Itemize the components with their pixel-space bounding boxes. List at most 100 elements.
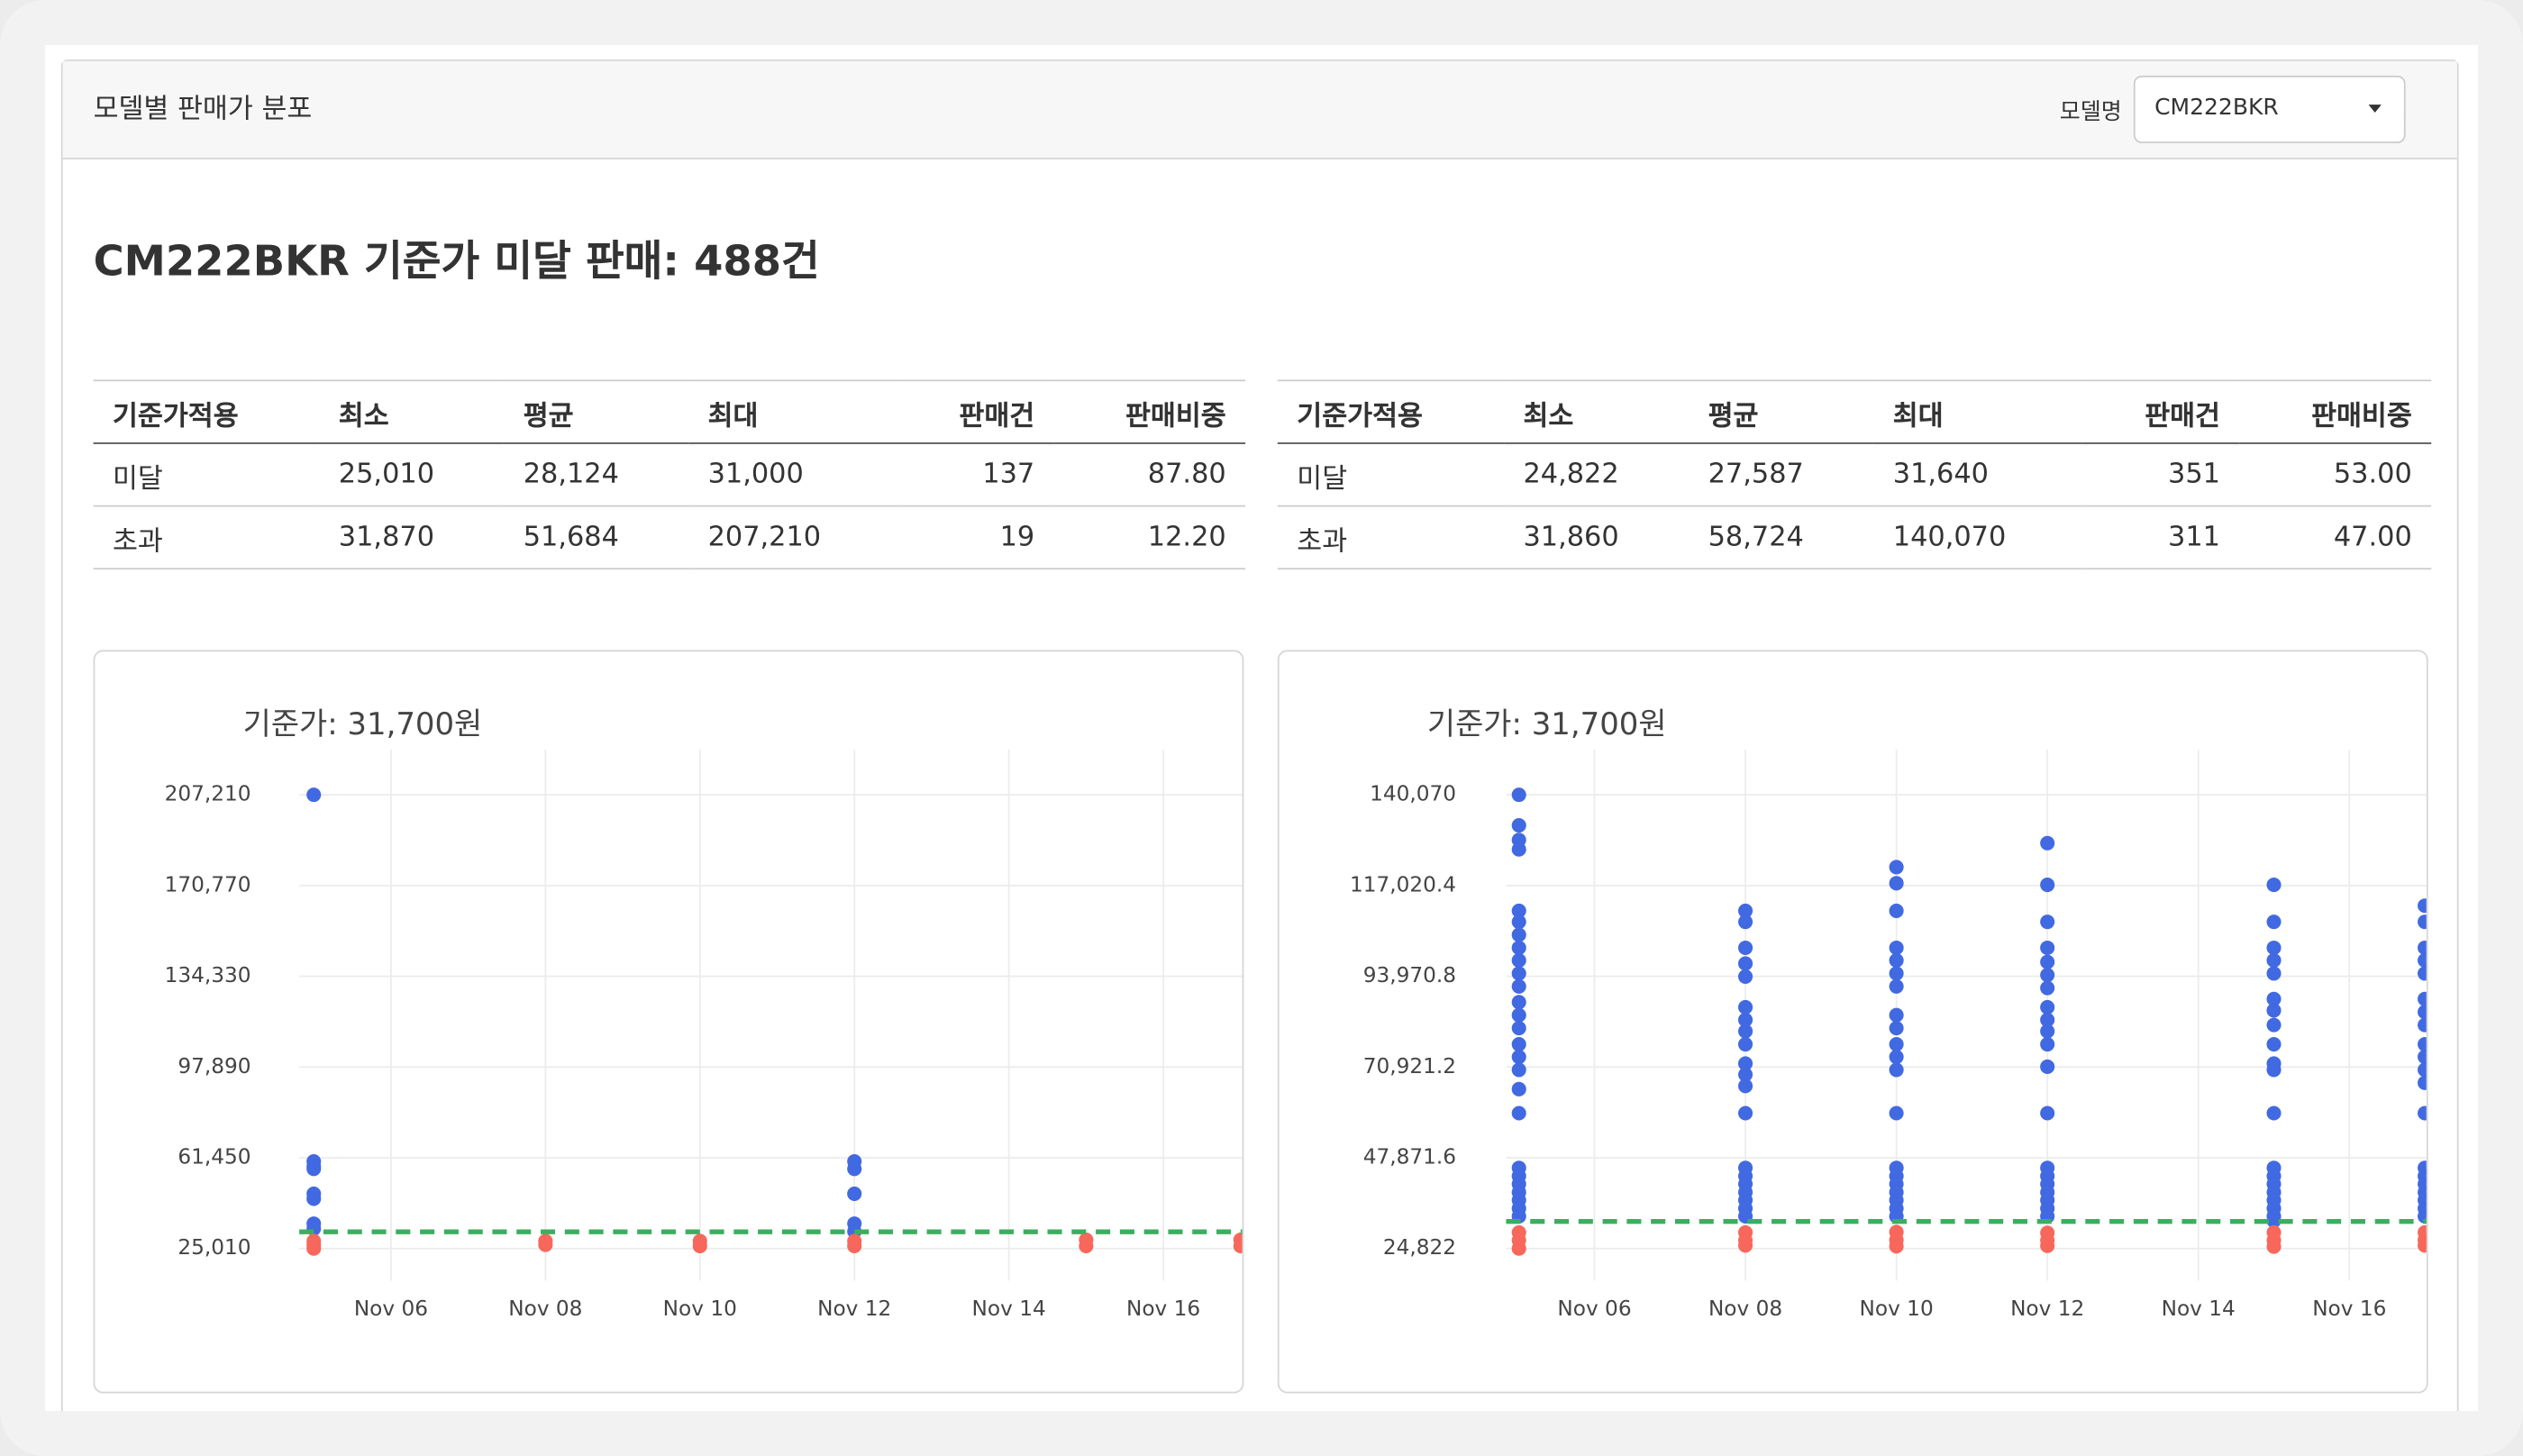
- table-cell: 24,822: [1504, 442, 1690, 507]
- chart-title: 기준가: 31,700원: [243, 706, 483, 742]
- chart: 기준가: 31,700원 Nov 06 Nov 08 Nov 10 Nov 12 Nov …: [165, 706, 1243, 1321]
- x-tick-label: Nov 06: [1557, 1297, 1631, 1321]
- table-cell: 31,870: [319, 505, 505, 570]
- point: [1511, 995, 1526, 1010]
- y-tick-label: 70,921.2: [1363, 1054, 1456, 1078]
- x-tick-label: Nov 08: [508, 1297, 582, 1321]
- point: [1889, 1224, 1904, 1240]
- point: [1511, 1224, 1526, 1240]
- point: [1511, 1062, 1526, 1078]
- point: [2266, 1106, 2282, 1121]
- point: [1889, 1036, 1904, 1052]
- table-cell: 19: [897, 505, 1054, 570]
- point: [1738, 1024, 1753, 1039]
- point: [2266, 991, 2282, 1006]
- card-header: 모델별 판매가 분포 모델명 CM222BKR: [62, 60, 2457, 159]
- y-tick-label: 117,020.4: [1350, 872, 1456, 896]
- point: [1889, 1062, 1904, 1078]
- point: [1738, 999, 1753, 1015]
- point: [2266, 952, 2282, 969]
- point: [1233, 1233, 1243, 1248]
- point: [1889, 1106, 1904, 1121]
- point: [2040, 1059, 2055, 1074]
- point: [847, 1233, 862, 1249]
- table-cell: 53.00: [2239, 442, 2432, 507]
- table-cell: 31,640: [1873, 442, 2083, 507]
- point: [1889, 940, 1904, 956]
- point: [2418, 952, 2427, 968]
- point: [1738, 1106, 1753, 1121]
- point: [1511, 1021, 1526, 1036]
- column-header: 판매건: [897, 379, 1054, 444]
- table-row: 미달 25,010 28,124 31,000 137 87.80: [93, 442, 1246, 507]
- column-header: 평균: [504, 379, 689, 444]
- x-tick-label: Nov 06: [354, 1297, 428, 1321]
- point: [1511, 818, 1526, 833]
- point: [2418, 966, 2427, 981]
- point: [2040, 1024, 2055, 1039]
- point: [1889, 1007, 1904, 1023]
- y-tick-label: 140,070: [1370, 782, 1456, 806]
- point: [2040, 1036, 2055, 1052]
- heading: CM222BKR 기준가 미달 판매: 488건: [93, 238, 820, 287]
- chart-card: 기준가: 31,700원 Nov 06 Nov 08 Nov 10 Nov 12 Nov …: [1277, 650, 2428, 1394]
- summary-table: 기준가적용 최소 평균 최대 판매건 판매비중 미달 24,822 27,587 31,640 35…: [1277, 379, 2432, 570]
- point: [306, 1161, 322, 1177]
- y-tick-label: 134,330: [165, 963, 251, 987]
- column-header: 최소: [1504, 379, 1690, 444]
- chart-card: 기준가: 31,700원 Nov 06 Nov 08 Nov 10 Nov 12 Nov …: [93, 650, 1244, 1394]
- x-tick-label: Nov 12: [817, 1297, 891, 1321]
- point: [847, 1161, 862, 1177]
- select-label: 모델명: [2059, 99, 2122, 126]
- chart-title: 기준가: 31,700원: [1427, 706, 1667, 742]
- y-tick-label: 207,210: [165, 782, 251, 806]
- point: [2266, 1224, 2282, 1240]
- point: [2418, 915, 2427, 930]
- point: [2266, 940, 2282, 956]
- point: [2266, 1036, 2282, 1052]
- point: [1889, 978, 1904, 994]
- point: [2040, 835, 2055, 851]
- point: [2040, 954, 2055, 969]
- y-tick-label: 24,822: [1383, 1235, 1456, 1260]
- point: [2418, 1049, 2427, 1065]
- y-tick-label: 25,010: [178, 1235, 250, 1260]
- point: [2040, 1106, 2055, 1121]
- model-select[interactable]: CM222BKR: [2133, 75, 2406, 143]
- table-cell: 25,010: [319, 442, 505, 507]
- table-cell: 31,860: [1504, 505, 1690, 570]
- point: [2418, 1075, 2427, 1090]
- point: [1511, 1007, 1526, 1023]
- card: 모델별 판매가 분포 모델명 CM222BKR CM222BKR 기준가 미달 …: [60, 59, 2459, 1412]
- y-tick-label: 97,890: [178, 1054, 250, 1078]
- point: [2266, 878, 2282, 893]
- point: [1738, 915, 1753, 930]
- table-cell: 미달: [93, 442, 320, 507]
- table-cell: 311: [2082, 505, 2240, 570]
- x-tick-label: Nov 16: [2312, 1297, 2386, 1321]
- point: [1738, 940, 1753, 956]
- column-header: 최소: [319, 379, 505, 444]
- select-caret: [2368, 105, 2382, 113]
- point: [2266, 1062, 2282, 1078]
- point: [1738, 1224, 1753, 1240]
- point: [1511, 903, 1526, 918]
- x-tick-label: Nov 16: [1126, 1297, 1200, 1321]
- column-header: 평균: [1689, 379, 1874, 444]
- column-header: 기준가적용: [93, 379, 320, 444]
- x-tick-label: Nov 12: [2010, 1297, 2084, 1321]
- column-header: 기준가적용: [1277, 379, 1505, 444]
- x-tick-label: Nov 08: [1708, 1297, 1782, 1321]
- summary-table: 기준가적용 최소 평균 최대 판매건 판매비중 미달 25,010 28,124 31,000 13…: [93, 379, 1246, 570]
- point: [2418, 991, 2427, 1006]
- column-header: 판매비중: [1053, 379, 1246, 444]
- point: [847, 1186, 862, 1201]
- point: [2418, 1005, 2427, 1020]
- table-row: 초과 31,860 58,724 140,070 311 47.00: [1277, 505, 2432, 570]
- point: [1511, 842, 1526, 857]
- point: [2040, 980, 2055, 996]
- point: [306, 1191, 322, 1206]
- point: [1511, 952, 1526, 969]
